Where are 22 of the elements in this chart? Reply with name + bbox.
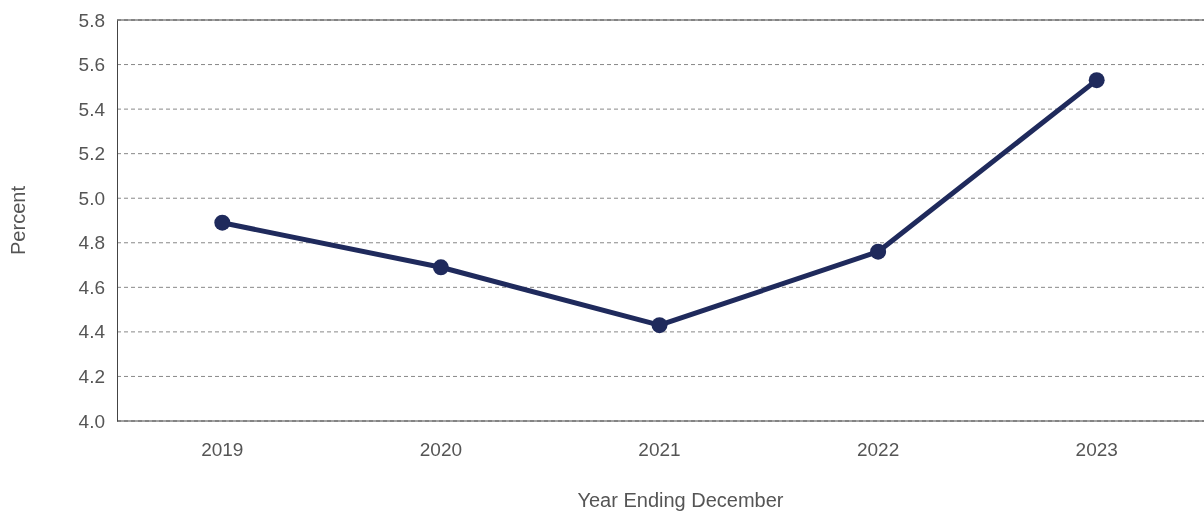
point bbox=[1088, 72, 1105, 89]
y-tick-label: 5.6 bbox=[78, 54, 105, 76]
x-axis-title: Year Ending December bbox=[577, 489, 784, 511]
y-tick-label: 4.4 bbox=[78, 321, 106, 343]
x-tick-label: 2019 bbox=[201, 439, 244, 461]
point bbox=[432, 259, 449, 276]
point bbox=[214, 214, 231, 231]
point bbox=[870, 243, 887, 260]
y-tick-label: 4.0 bbox=[78, 410, 105, 432]
y-tick-label: 5.8 bbox=[78, 9, 105, 31]
y-tick-label: 4.6 bbox=[78, 276, 105, 298]
y-tick-label: 4.8 bbox=[78, 232, 105, 254]
x-tick-label: 2022 bbox=[856, 439, 900, 461]
y-tick-label: 5.0 bbox=[78, 187, 105, 209]
x-tick-label: 2023 bbox=[1075, 439, 1118, 461]
y-axis-title: Percent bbox=[7, 185, 29, 255]
point bbox=[651, 317, 668, 334]
y-tick-label: 5.2 bbox=[78, 143, 105, 165]
x-tick-label: 2021 bbox=[638, 439, 681, 461]
y-tick-label: 5.4 bbox=[78, 98, 106, 120]
y-tick-label: 4.2 bbox=[78, 366, 105, 388]
x-tick-label: 2020 bbox=[419, 439, 463, 461]
